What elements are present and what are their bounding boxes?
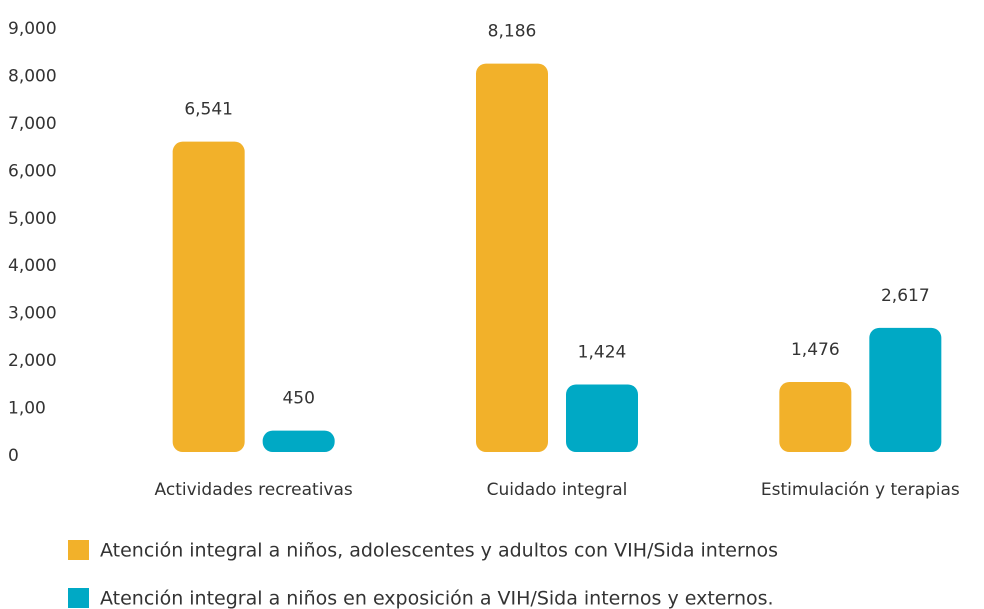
x-tick-label: Estimulación y terapias (761, 480, 960, 500)
y-tick-label: 7,000 (8, 114, 57, 134)
bar (566, 384, 638, 452)
y-tick-label: 8,000 (8, 66, 57, 86)
y-tick-label: 5,000 (8, 209, 57, 229)
x-tick-label: Cuidado integral (487, 480, 628, 500)
y-tick-label: 9,000 (8, 19, 57, 39)
y-tick-label: 6,000 (8, 161, 57, 181)
data-label: 8,186 (488, 22, 537, 42)
data-label: 2,617 (881, 286, 930, 306)
bar (172, 141, 245, 452)
legend-label: Atención integral a niños, adolescentes … (100, 540, 778, 562)
bar (262, 430, 335, 452)
data-label: 6,541 (184, 100, 233, 120)
legend-swatch (68, 588, 89, 608)
y-tick-label: 0 (8, 446, 19, 466)
y-tick-label: 1,00 (8, 399, 46, 419)
bar (869, 327, 942, 452)
legend-swatch (68, 540, 89, 560)
y-tick-label: 3,000 (8, 304, 57, 324)
bar (476, 63, 548, 452)
data-label: 1,424 (578, 342, 627, 362)
data-label: 450 (282, 389, 314, 409)
x-tick-label: Actividades recreativas (155, 480, 353, 500)
bar (779, 381, 852, 452)
y-tick-label: 4,000 (8, 256, 57, 276)
y-tick-label: 2,000 (8, 351, 57, 371)
data-label: 1,476 (791, 340, 840, 360)
legend-label: Atención integral a niños en exposición … (100, 588, 774, 609)
